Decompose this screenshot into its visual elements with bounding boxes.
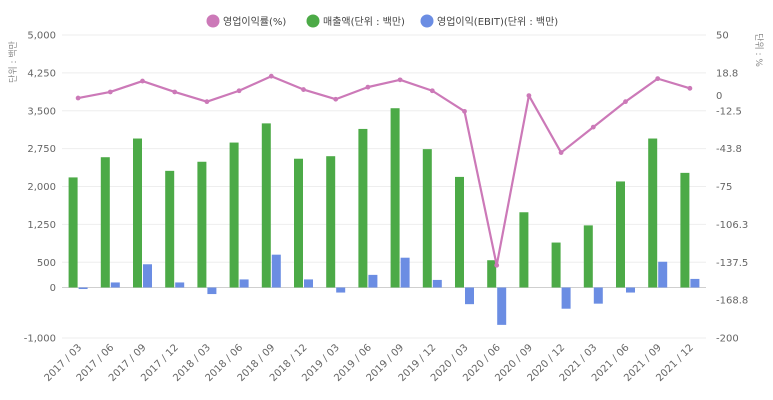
- legend-label: 매출액(단위 : 백만): [323, 15, 405, 28]
- right-tick-label: 18.8: [716, 68, 738, 79]
- margin-point: [397, 77, 403, 83]
- margin-point: [75, 95, 81, 101]
- ebit-bar: [78, 287, 88, 290]
- revenue-bar: [133, 138, 142, 288]
- ebit-bar: [207, 287, 217, 295]
- margin-point: [107, 89, 113, 95]
- legend-marker: [420, 14, 434, 28]
- left-tick-label: 2,750: [27, 144, 56, 155]
- right-tick-label: -43.8: [716, 144, 742, 155]
- left-axis-unit-label: 단위 : 백만: [8, 41, 19, 83]
- ebit-bar: [465, 287, 474, 305]
- margin-line: [77, 75, 691, 267]
- right-tick-label: -12.5: [716, 106, 742, 117]
- revenue-bar: [583, 225, 593, 288]
- revenue-bar: [680, 172, 690, 288]
- margin-point: [140, 78, 145, 84]
- revenue-bar: [390, 108, 400, 288]
- ebit-bar: [271, 254, 281, 288]
- ebit-bar: [304, 279, 313, 288]
- bars: [68, 108, 700, 325]
- ebit-bar: [175, 282, 185, 288]
- revenue-bar: [100, 157, 110, 288]
- ebit-bar: [626, 287, 635, 293]
- ebit-bar: [561, 287, 571, 309]
- margin-point: [590, 124, 596, 130]
- revenue-bar: [616, 181, 625, 288]
- margin-point: [687, 85, 693, 91]
- margin-point: [623, 99, 628, 105]
- margin-point: [558, 150, 564, 155]
- revenue-bar: [326, 156, 336, 288]
- margin-point: [204, 99, 210, 105]
- revenue-bar: [229, 142, 239, 288]
- ebit-bar: [110, 282, 120, 288]
- margin-point: [236, 88, 242, 94]
- legend-marker: [206, 14, 220, 28]
- left-y-axis: -1,000 0 500 1,250 2,000 2,750 3,500 4,250 5,000: [24, 31, 56, 345]
- margin-point: [526, 93, 532, 98]
- left-tick-label: 0: [50, 283, 56, 294]
- margin-point: [333, 96, 339, 102]
- left-tick-label: 500: [37, 258, 56, 269]
- margin-point: [462, 108, 467, 114]
- ebit-bar: [336, 287, 346, 293]
- ebit-bar: [593, 287, 603, 304]
- right-tick-label: -137.5: [716, 258, 748, 269]
- revenue-bar: [261, 123, 271, 288]
- left-tick-label: 1,250: [27, 220, 56, 231]
- right-tick-label: -168.8: [716, 296, 748, 307]
- ebit-bar: [658, 261, 668, 288]
- revenue-bar: [648, 138, 658, 288]
- right-y-axis: -200 -168.8 -137.5 -106.3 -75 -43.8 -12.5 0 18.8…: [716, 31, 748, 345]
- legend-label: 영업이익(EBIT)(단위 : 백만): [437, 15, 558, 28]
- ebit-bar: [400, 257, 410, 288]
- revenue-bar: [422, 149, 432, 288]
- left-tick-label: -1,000: [24, 334, 56, 345]
- legend-marker: [306, 14, 320, 28]
- right-tick-label: -200: [716, 334, 739, 345]
- ebit-bar: [143, 264, 152, 288]
- revenue-bar: [455, 176, 464, 288]
- grid: [62, 34, 706, 339]
- ebit-bar: [239, 279, 249, 288]
- right-tick-label: 0: [716, 91, 722, 102]
- right-tick-label: 50: [716, 31, 729, 42]
- margin-point: [655, 76, 661, 82]
- revenue-bar: [68, 177, 78, 288]
- right-tick-label: -75: [716, 182, 732, 193]
- ebit-bar: [690, 278, 700, 288]
- revenue-bar: [294, 158, 303, 288]
- revenue-bar: [551, 242, 561, 288]
- margin-point: [172, 89, 178, 95]
- left-tick-label: 5,000: [27, 31, 56, 42]
- left-tick-label: 3,500: [27, 106, 56, 117]
- margin-point: [301, 87, 306, 92]
- left-tick-label: 2,000: [27, 182, 56, 193]
- margin-point: [268, 73, 274, 79]
- revenue-bar: [358, 128, 368, 288]
- margin-point: [365, 84, 371, 90]
- ebit-bar: [368, 274, 378, 288]
- revenue-bar: [197, 161, 207, 288]
- legend: 영업이익률(%) 매출액(단위 : 백만) 영업이익(EBIT)(단위 : 백만): [206, 14, 558, 28]
- revenue-bar: [165, 170, 175, 288]
- left-tick-label: 4,250: [27, 68, 56, 79]
- ebit-bar: [497, 287, 507, 325]
- margin-point: [429, 88, 435, 94]
- revenue-bar: [519, 212, 529, 288]
- margin-point: [494, 262, 500, 268]
- right-axis-unit-label: 단위 : %: [753, 33, 764, 67]
- line-series: [75, 73, 693, 268]
- right-tick-label: -106.3: [716, 220, 748, 231]
- legend-label: 영업이익률(%): [223, 15, 286, 28]
- ebit-bar: [432, 279, 442, 288]
- revenue-bar: [487, 260, 497, 288]
